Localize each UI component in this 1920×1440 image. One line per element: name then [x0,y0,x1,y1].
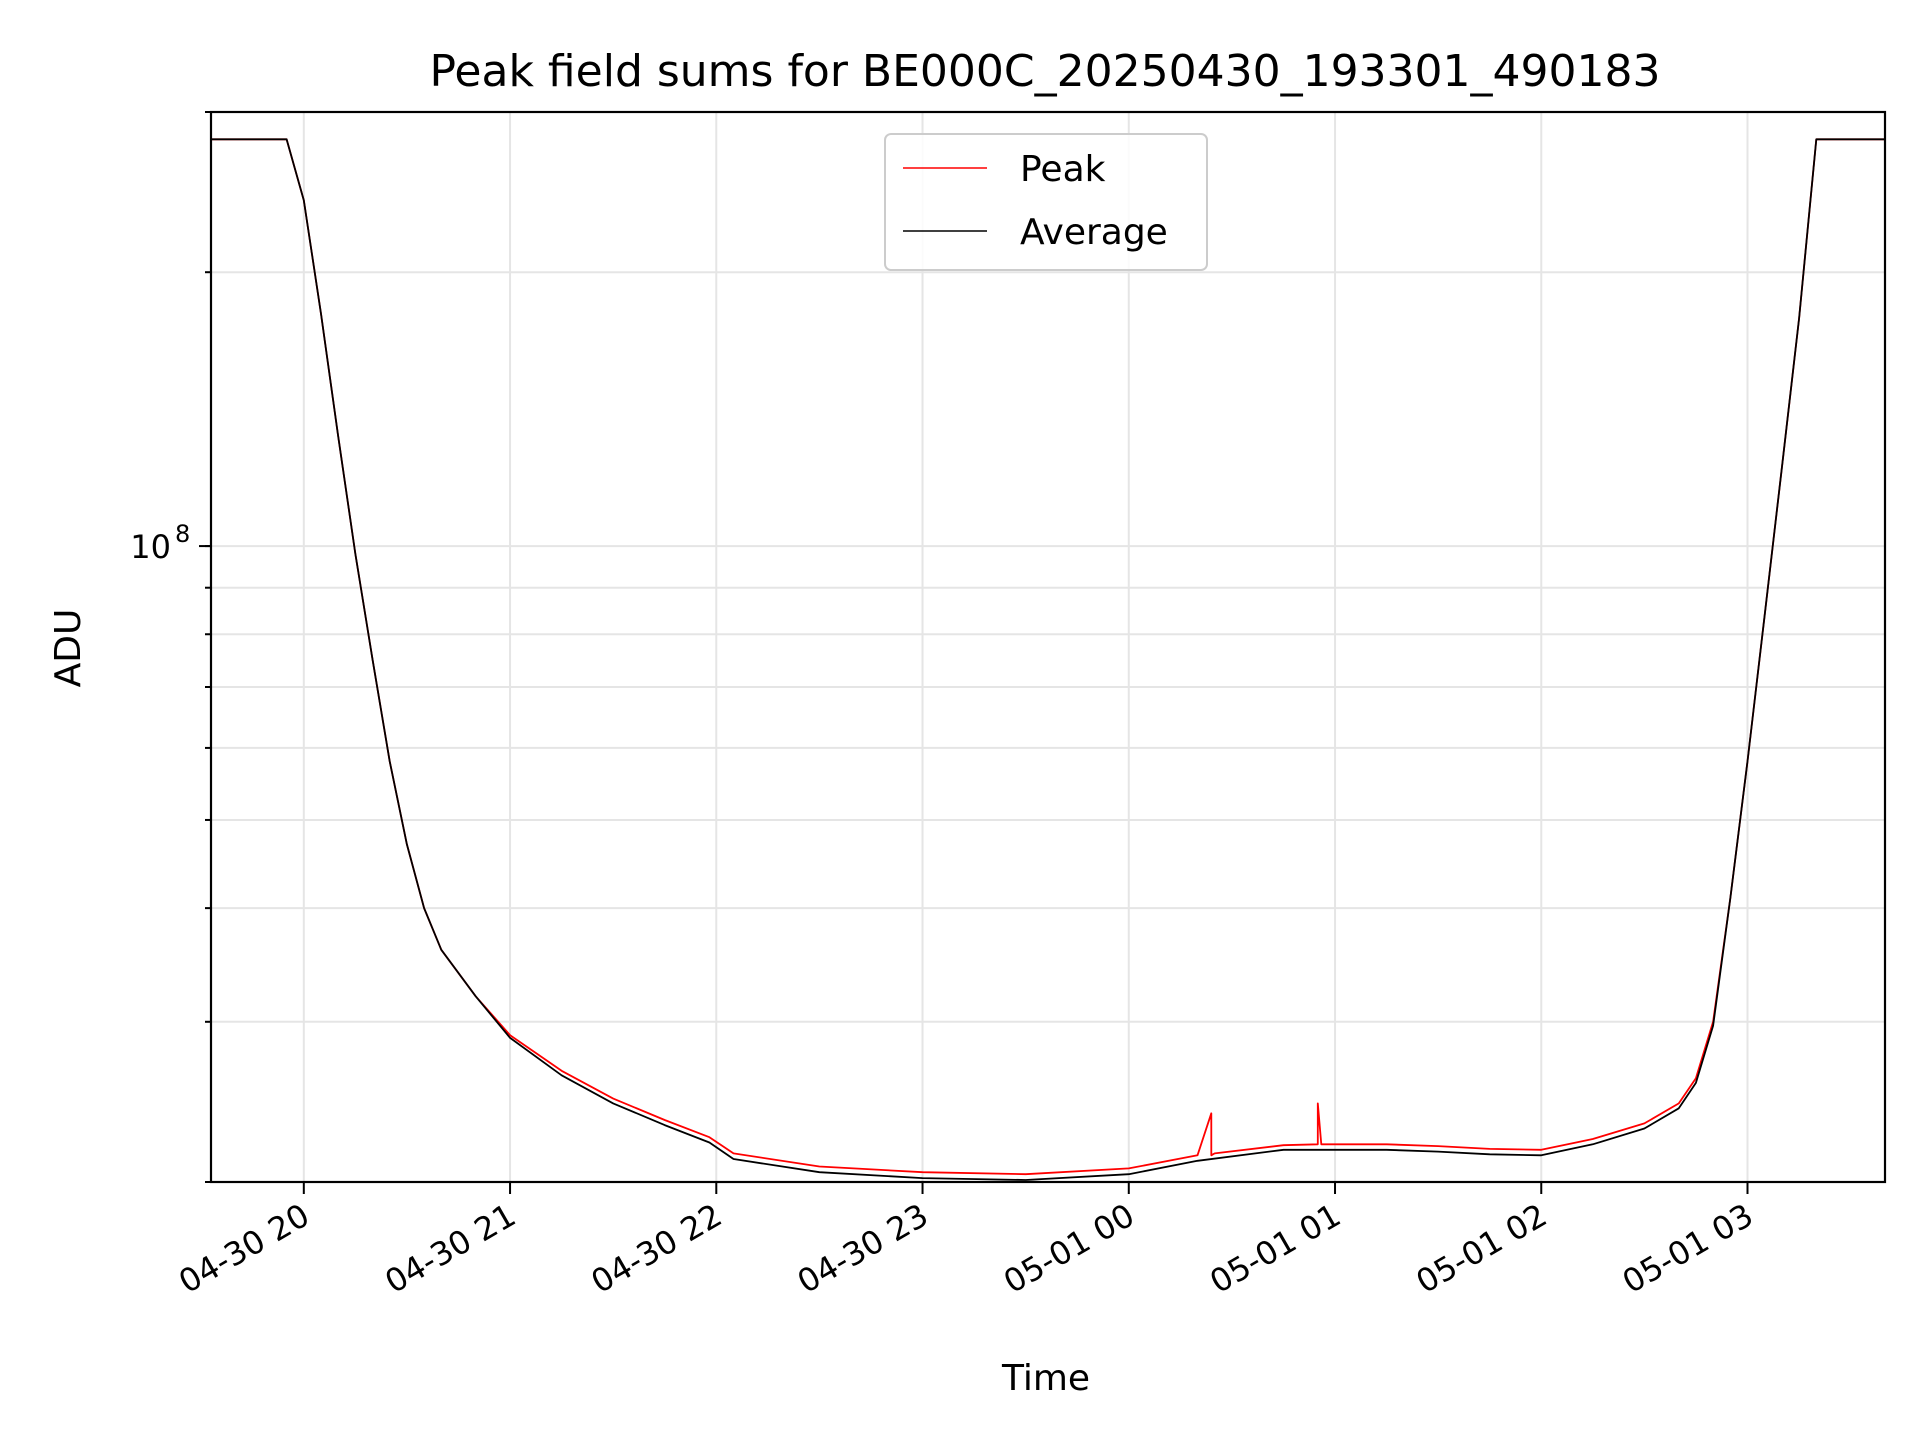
legend: Peak Average [884,133,1208,271]
y-axis-label: ADU [48,609,89,688]
axis-ticks: 04-30 20 04-30 21 04-30 22 04-30 23 05-01 00… [130,111,1760,1301]
x-axis-label: Time [1001,1358,1090,1399]
chart-title: Peak field sums for BE000C_20250430_1933… [429,46,1660,97]
y-tick-label: 10 [130,528,171,566]
series-line-peak [211,138,1885,1176]
grid [211,111,1885,1183]
plot-frame [209,110,1887,1184]
series-line-average [211,138,1885,1181]
x-tick-label: 04-30 22 [585,1196,729,1301]
x-tick-label: 04-30 21 [378,1196,522,1301]
x-tick-label: 05-01 01 [1203,1196,1347,1301]
x-tick-label: 05-01 02 [1410,1196,1554,1301]
x-tick-label: 05-01 00 [997,1196,1141,1301]
y-tick-exponent: 8 [175,520,190,548]
legend-label-average: Average [1020,212,1168,253]
x-tick-label: 05-01 03 [1616,1196,1760,1301]
legend-label-peak: Peak [1020,149,1106,190]
x-tick-label: 04-30 20 [172,1196,316,1301]
series-lines [211,138,1885,1181]
x-tick-label: 04-30 23 [791,1196,935,1301]
